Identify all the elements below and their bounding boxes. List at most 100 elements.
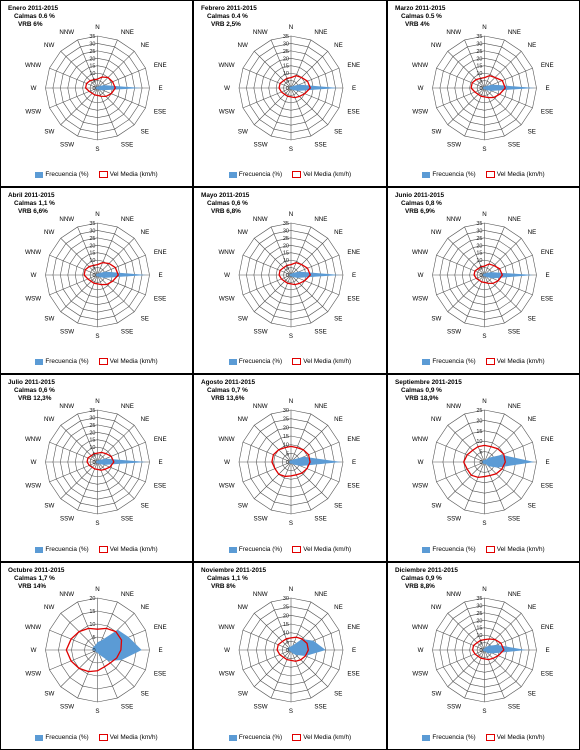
tick-label: 0 [92, 273, 95, 279]
direction-label: ESE [154, 109, 166, 116]
grid-spoke [464, 413, 485, 463]
tick-label: 15 [89, 438, 95, 444]
direction-label: E [159, 647, 163, 654]
tick-label: 0 [92, 648, 95, 654]
legend-vel-media-label: Vel Media (km/h) [303, 358, 352, 365]
tick-label: 35 [89, 408, 95, 414]
frecuencia-swatch [228, 546, 237, 553]
legend-frecuencia-label: Frecuencia (%) [45, 546, 89, 553]
panel-title: Noviembre 2011-2015 [201, 567, 267, 574]
vrb-text: VRB 6,9% [405, 208, 435, 216]
direction-label: NNE [121, 403, 134, 410]
legend: Frecuencia (%) Vel Media (km/h) [1, 734, 192, 741]
grid-spoke [290, 413, 312, 463]
legend: Frecuencia (%) Vel Media (km/h) [194, 734, 386, 741]
direction-label: NNW [446, 216, 461, 223]
direction-label: W [31, 459, 37, 466]
wind-rose-panel: Junio 2011-2015 Calmas 0,8 % VRB 6,9% 0 5 10 1… [387, 187, 580, 374]
direction-label: NNE [314, 403, 327, 410]
direction-label: SE [528, 128, 536, 135]
calmas-text: Calmas 0,9 % [401, 387, 442, 395]
grid-spoke [484, 461, 505, 511]
vrb-text: VRB 12,3% [18, 395, 52, 403]
calmas-text: Calmas 0,6 % [14, 387, 55, 395]
tick-label: 25 [283, 49, 289, 55]
direction-label: NE [141, 229, 150, 236]
grid-spoke [484, 39, 505, 89]
vrb-text: VRB 6,8% [211, 208, 241, 216]
direction-label: NE [141, 604, 150, 611]
direction-label: WNW [412, 624, 428, 631]
grid-spoke [436, 629, 485, 651]
direction-label: W [224, 647, 230, 654]
direction-label: SW [44, 315, 54, 322]
direction-label: SSW [447, 142, 461, 149]
vrb-text: VRB 18,9% [405, 395, 439, 403]
direction-label: SE [141, 315, 149, 322]
frecuencia-swatch [228, 171, 237, 178]
direction-label: N [95, 398, 99, 405]
direction-label: NE [528, 604, 537, 611]
direction-label: E [352, 272, 356, 279]
legend-vel-media-label: Vel Media (km/h) [496, 734, 545, 741]
legend-frecuencia: Frecuencia (%) [422, 546, 476, 553]
direction-label: NNW [59, 403, 74, 410]
grid-spoke [290, 649, 328, 687]
direction-label: S [95, 333, 99, 340]
panel-title: Abril 2011-2015 [8, 192, 55, 199]
grid-spoke [97, 274, 146, 296]
calmas-text: Calmas 0,9 % [401, 575, 442, 583]
legend-frecuencia: Frecuencia (%) [422, 734, 476, 741]
tick-label: 15 [283, 622, 289, 628]
vel-media-swatch [292, 171, 302, 178]
direction-label: ENE [347, 624, 360, 631]
direction-label: SW [44, 128, 54, 135]
direction-label: NE [528, 42, 537, 49]
grid-spoke [484, 254, 533, 276]
grid-spoke [242, 254, 292, 276]
direction-label: NNW [59, 591, 74, 598]
vel-media-swatch [292, 358, 302, 365]
tick-label: 20 [476, 243, 482, 249]
vrb-text: VRB 8% [211, 583, 236, 591]
legend-vel-media-label: Vel Media (km/h) [496, 546, 545, 553]
panel-header: Octubre 2011-2015 Calmas 1,7 % VRB 14% [8, 567, 65, 592]
direction-label: W [224, 272, 230, 279]
calmas-text: Calmas 0,7 % [207, 387, 248, 395]
grid-spoke [290, 274, 328, 312]
tick-label: 35 [283, 34, 289, 40]
direction-label: NNW [446, 403, 461, 410]
grid-spoke [242, 67, 292, 89]
legend-vel-media-label: Vel Media (km/h) [303, 546, 352, 553]
legend-frecuencia: Frecuencia (%) [35, 171, 89, 178]
direction-label: NNW [253, 216, 268, 223]
tick-label: 35 [283, 221, 289, 227]
direction-label: E [546, 272, 550, 279]
direction-label: N [95, 586, 99, 593]
direction-label: SSE [508, 329, 520, 336]
tick-label: 0 [92, 86, 95, 92]
direction-label: SW [431, 315, 441, 322]
calmas-text: Calmas 0.5 % [401, 13, 442, 21]
legend-frecuencia: Frecuencia (%) [35, 358, 89, 365]
tick-label: 0 [286, 273, 289, 279]
vel-media-swatch [98, 358, 108, 365]
direction-label: ESE [541, 109, 553, 116]
panel-title: Mayo 2011-2015 [201, 192, 250, 199]
vrb-text: VRB 13,6% [211, 395, 245, 403]
legend-vel-media: Vel Media (km/h) [292, 358, 351, 365]
tick-label: 0 [479, 648, 482, 654]
vrb-text: VRB 8,8% [405, 583, 435, 591]
tick-label: 5 [479, 641, 482, 647]
grid-spoke [97, 67, 146, 89]
grid-spoke [49, 441, 98, 463]
series-vel-media [271, 445, 311, 478]
tick-label: 25 [476, 408, 482, 414]
tick-label: 20 [89, 430, 95, 436]
grid-spoke [484, 238, 522, 276]
direction-label: NNE [314, 591, 327, 598]
grid-spoke [270, 461, 292, 511]
grid-spoke [254, 461, 292, 499]
direction-label: ESE [347, 671, 359, 678]
